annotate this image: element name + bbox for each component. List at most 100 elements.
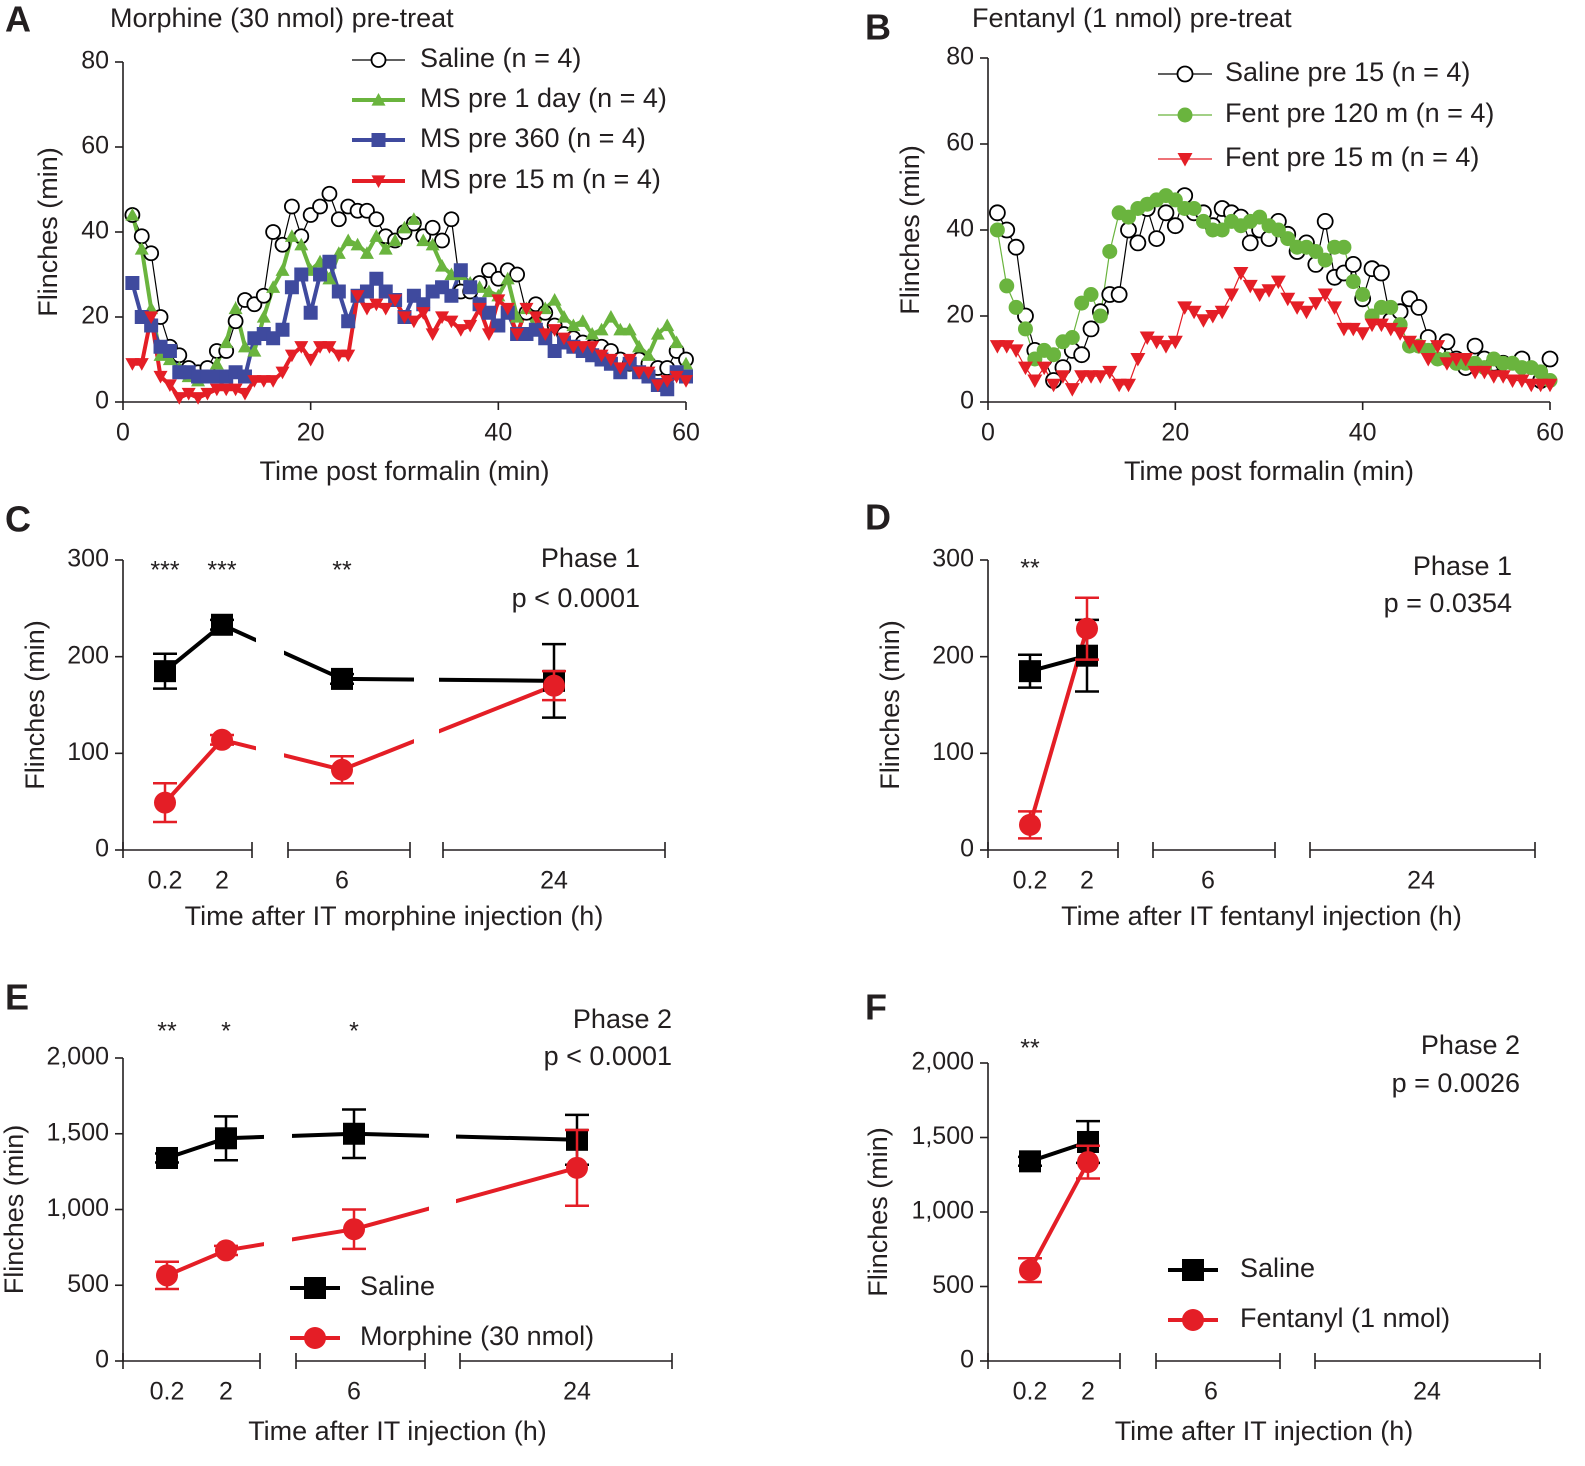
marker [435,259,450,272]
y-axis-label: Flinches (min) [33,147,63,317]
panel-letter: E [5,977,29,1018]
marker [491,294,506,307]
marker [1064,383,1080,397]
marker [481,305,496,320]
marker [125,358,140,371]
y-tick-label: 500 [932,1271,974,1299]
marker [1082,320,1100,338]
marker [1476,365,1492,380]
marker [622,353,637,367]
marker [1017,361,1033,376]
marker [125,208,140,221]
y-tick-label: 200 [932,641,974,669]
marker [472,302,487,316]
x-tick-label: 6 [1201,867,1215,895]
marker [1019,1150,1041,1173]
marker [237,339,252,353]
axis-gap [1284,1058,1311,1346]
marker [1316,212,1334,230]
marker [125,276,140,290]
marker [247,344,262,357]
marker [211,613,233,636]
marker [313,341,328,354]
marker [1241,234,1259,252]
y-tick-label: 500 [67,1270,109,1298]
marker [1177,301,1193,315]
marker [331,284,346,299]
y-tick-label: 20 [946,301,974,329]
marker [388,233,403,247]
y-axis-label: Flinches (min) [20,620,50,790]
marker [566,341,581,354]
marker [369,271,384,286]
marker [1166,217,1184,235]
marker [435,311,450,324]
marker [1242,279,1258,294]
marker [1411,340,1427,354]
axis-gap [264,1053,292,1346]
marker [406,315,421,329]
marker [359,302,374,316]
marker [425,237,440,251]
legend-label: Morphine (30 nmol) [360,1321,594,1351]
marker [256,310,271,323]
y-tick-label: 0 [960,1346,974,1374]
x-tick-label: 60 [1536,419,1564,447]
marker [481,284,496,298]
phase-label: Phase 2 [573,1004,672,1034]
y-tick-label: 80 [946,43,974,71]
legend-label: Saline [360,1271,435,1301]
marker [500,271,515,285]
marker [622,322,637,336]
marker [1102,244,1118,259]
marker [669,370,684,384]
marker [443,211,460,228]
y-tick-label: 2,000 [46,1043,109,1071]
marker [660,382,675,397]
marker [397,311,412,324]
marker [341,233,356,247]
x-tick-label: 6 [1204,1378,1218,1406]
y-tick-label: 100 [932,738,974,766]
y-tick-label: 20 [81,302,109,330]
x-tick-label: 0.2 [148,867,183,895]
legend-label: MS pre 15 m (n = 4) [420,164,661,194]
marker [1120,221,1137,239]
marker [585,341,600,354]
marker [219,335,234,349]
marker [1466,337,1484,355]
panel-title: Morphine (30 nmol) pre-treat [110,3,454,33]
marker [603,310,618,323]
marker [1055,370,1071,384]
axis-gap [256,555,284,835]
x-tick-label: 40 [1349,419,1377,447]
y-tick-label: 300 [67,545,109,573]
marker [1439,357,1455,371]
marker [1083,287,1099,302]
marker [211,728,233,751]
marker [1129,234,1147,252]
marker [1092,308,1108,324]
marker [538,301,553,315]
marker [275,322,290,337]
marker [989,222,1005,238]
x-tick-label: 20 [1161,419,1189,447]
y-tick-label: 0 [960,835,974,863]
marker [444,315,459,329]
marker [444,288,459,303]
marker [660,318,675,332]
marker [359,246,374,259]
marker [237,387,252,401]
y-tick-label: 40 [946,215,974,243]
marker [322,341,337,354]
significance: ** [332,557,352,585]
marker [1402,335,1417,350]
legend-label: MS pre 360 (n = 4) [420,123,646,153]
y-axis-label: Flinches (min) [875,620,905,790]
marker [219,383,234,397]
marker [304,1277,326,1299]
marker [1130,353,1146,367]
marker [406,212,421,225]
marker [284,229,299,242]
x-tick-label: 2 [215,867,229,895]
